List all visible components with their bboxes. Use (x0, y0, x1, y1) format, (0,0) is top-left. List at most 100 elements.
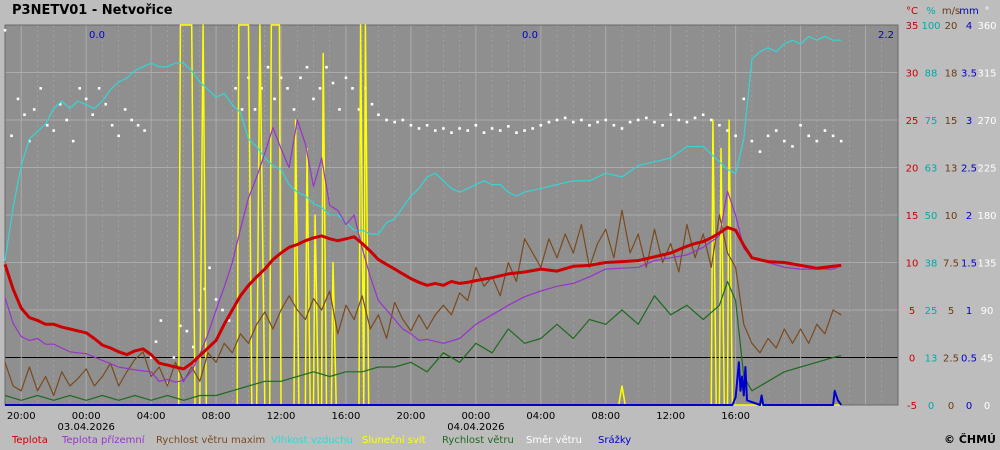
wind-dir-point (104, 102, 107, 106)
wind-dir-point (515, 131, 518, 134)
wind-dir-point (393, 120, 396, 124)
y-tick-label: 0.5 (961, 354, 977, 365)
wind-dir-point (292, 108, 296, 111)
wind-dir-point (750, 139, 754, 143)
x-tick-label: 08:00 (202, 411, 231, 422)
wind-dir-point (253, 108, 257, 111)
y-tick-label: 4 (966, 21, 972, 32)
wind-dir-point (718, 123, 721, 127)
wind-dir-point (65, 118, 68, 122)
wind-dir-point (260, 87, 263, 90)
wind-dir-point (312, 97, 315, 101)
y-tick-label: 1 (966, 306, 972, 317)
y-tick-label: 135 (977, 259, 996, 270)
y-tick-label: 0 (948, 401, 954, 412)
wind-dir-point (612, 123, 616, 127)
x-date-label: 03.04.2026 (58, 422, 115, 433)
grid (4, 24, 899, 406)
y-tick-label: 1.5 (961, 259, 977, 270)
wind-dir-point (266, 65, 270, 69)
wind-dir-point (474, 123, 478, 127)
y-tick-label: 15 (906, 211, 919, 222)
legend-item-wind-dir: Směr větru (526, 434, 582, 446)
y-tick-label: 90 (981, 306, 994, 317)
wind-dir-point (685, 120, 689, 124)
x-tick-label: 08:00 (591, 411, 620, 422)
x-tick-label: 12:00 (656, 411, 685, 422)
wind-dir-point (123, 108, 127, 111)
wind-dir-point (783, 139, 786, 143)
wind-dir-point (815, 139, 819, 143)
wind-dir-point (417, 127, 421, 130)
wind-dir-point (636, 118, 640, 122)
y-tick-label: 360 (977, 21, 996, 32)
wind-dir-point (240, 108, 244, 111)
wind-dir-point (84, 97, 88, 101)
x-tick-label: 20:00 (7, 411, 36, 422)
legend-item-precip: Srážky (598, 434, 631, 446)
y-tick-label: 2.5 (943, 354, 959, 365)
wind-dir-point (299, 76, 302, 80)
x-tick-label: 20:00 (396, 411, 425, 422)
wind-dir-point (286, 87, 289, 90)
wind-dir-point (192, 345, 195, 349)
wind-dir-point (97, 87, 101, 90)
copyright: © ČHMÚ (944, 433, 996, 446)
wind-dir-point (45, 123, 49, 127)
wind-dir-point (110, 123, 114, 127)
wind-dir-point (52, 129, 56, 132)
y-tick-label: 3.5 (961, 69, 977, 80)
wind-dir-point (401, 118, 405, 122)
wind-dir-point (563, 116, 567, 120)
legend-item-temp-ground: Teplota přízemní (61, 434, 146, 446)
wind-dir-point (273, 97, 276, 101)
wind-dir-point (653, 120, 656, 124)
y-tick-label: 180 (977, 211, 996, 222)
wind-dir-point (159, 319, 163, 322)
y-tick-label: 270 (977, 116, 996, 127)
y-tick-label: 100 (921, 21, 940, 32)
x-tick-label: 00:00 (72, 411, 101, 422)
wind-dir-point (523, 129, 526, 132)
wind-dir-point (91, 113, 94, 117)
legend: Teplota Teplota přízemní Rychlost větru ma… (11, 434, 631, 446)
wind-dir-point (539, 123, 543, 127)
precip-total-label: 2.2 (878, 30, 894, 41)
wind-dir-point (596, 120, 599, 124)
y-tick-label: 0 (928, 401, 934, 412)
wind-dir-point (839, 139, 843, 143)
y-tick-label: 0 (966, 401, 972, 412)
y-tick-label: 45 (981, 354, 994, 365)
wind-dir-point (677, 118, 681, 122)
y-tick-label: 20 (906, 164, 919, 175)
wind-dir-point (331, 81, 335, 85)
wind-dir-point (71, 139, 75, 143)
wind-dir-point (198, 308, 202, 312)
series-temp (3, 225, 842, 371)
wind-dir-point (831, 134, 835, 138)
wind-dir-point (466, 129, 470, 132)
precip-total-label: 0.0 (522, 30, 538, 41)
wind-dir-point (3, 28, 7, 32)
wind-dir-point (149, 356, 153, 359)
y-tick-label: -5 (907, 401, 917, 412)
wind-dir-point (166, 382, 169, 386)
wind-dir-point (338, 108, 341, 111)
x-tick-label: 16:00 (332, 411, 361, 422)
wind-dir-point (807, 134, 810, 138)
wind-dir-point (279, 76, 283, 80)
wind-dir-point (734, 134, 737, 138)
wind-dir-point (766, 134, 770, 138)
wind-dir-point (117, 134, 120, 138)
x-tick-label: 16:00 (721, 411, 750, 422)
wind-dir-point (701, 113, 705, 117)
wind-dir-point (620, 127, 624, 130)
wind-dir-point (214, 298, 218, 301)
wind-dir-point (208, 266, 211, 270)
y-tick-label: 35 (906, 21, 919, 32)
wind-dir-point (325, 65, 328, 69)
x-tick-label: 04:00 (526, 411, 555, 422)
wind-dir-point (498, 129, 502, 132)
